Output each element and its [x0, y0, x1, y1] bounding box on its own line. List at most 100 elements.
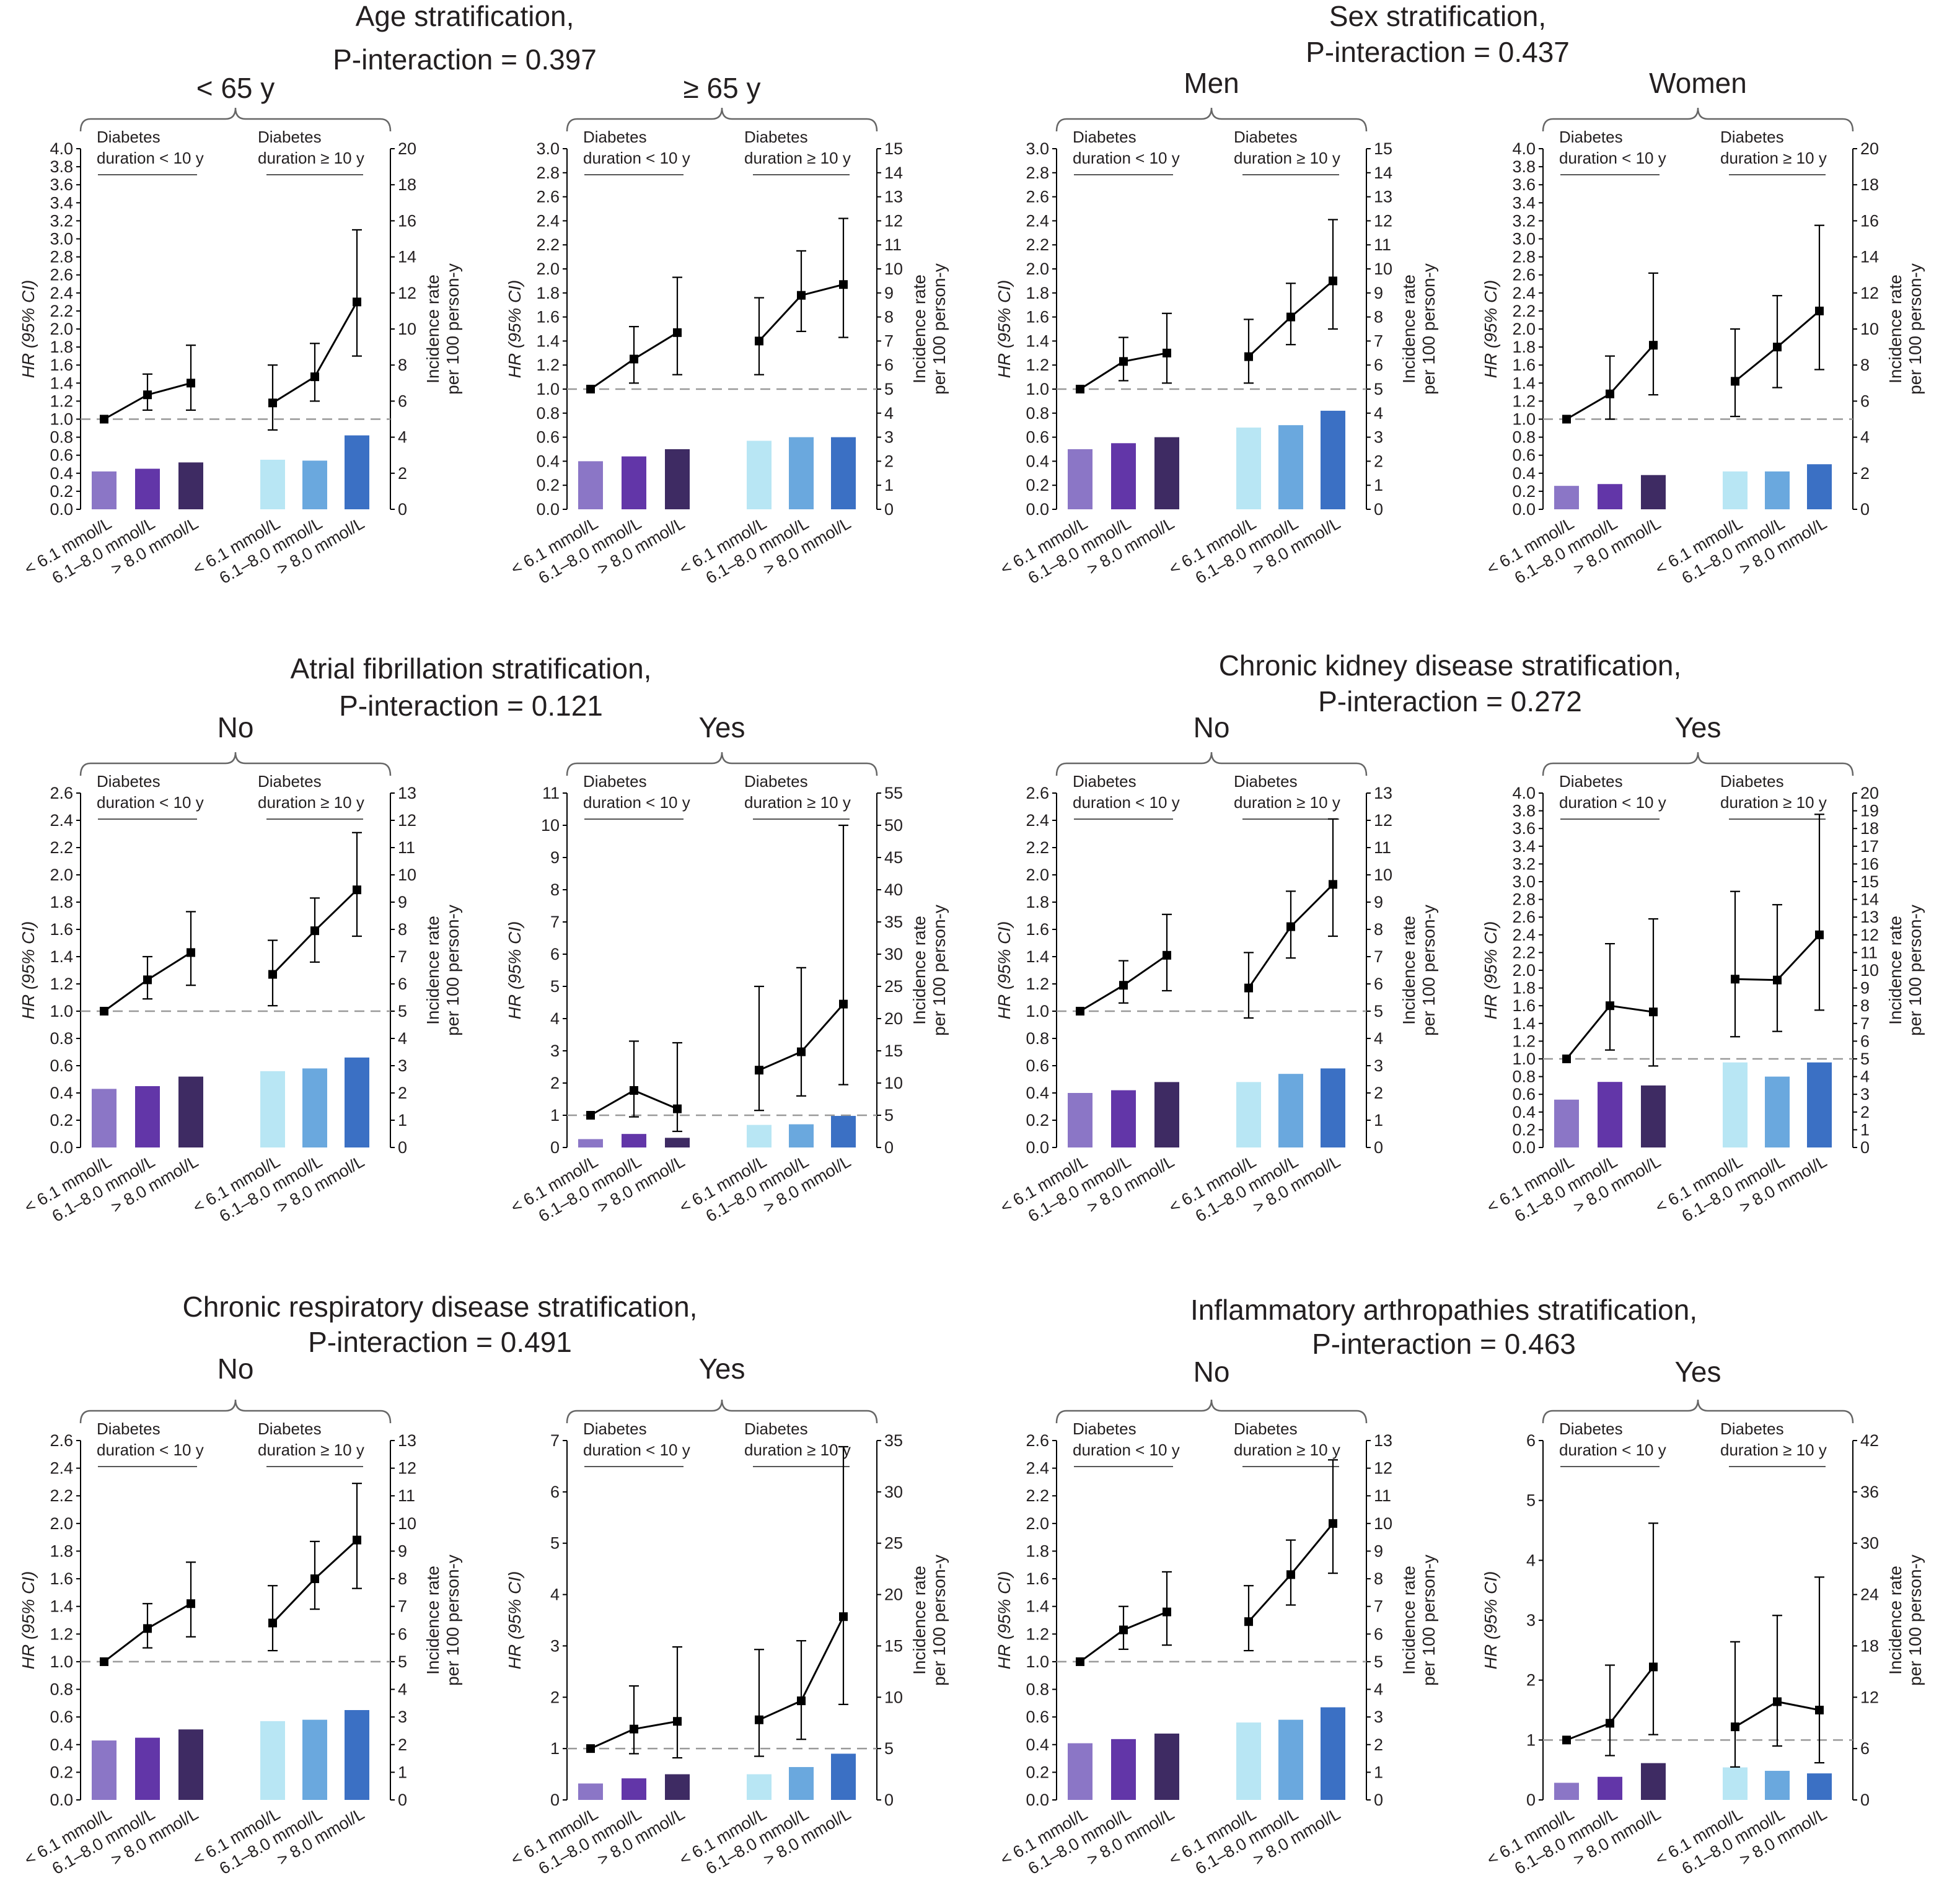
hr-tick-label: 2.6: [1026, 784, 1049, 802]
chart-panel: Yes Diabetes duration < 10 y Diabetes durati…: [505, 711, 949, 1226]
title-ckd-line2: P-interaction = 0.272: [1318, 685, 1582, 717]
hr-tick-label: 0.8: [50, 1029, 73, 1048]
ir-tick-label: 3: [1374, 428, 1383, 447]
chart-panel: Yes Diabetes duration < 10 y Diabetes durati…: [1481, 1356, 1925, 1878]
panel-subtitle: Yes: [1674, 711, 1721, 744]
ir-tick-label: 13: [1374, 784, 1392, 802]
hr-tick-label: 1.8: [50, 1542, 73, 1560]
ir-tick-label: 25: [884, 977, 903, 996]
panel-subtitle: Yes: [698, 711, 745, 744]
incidence-bar: [1321, 1707, 1345, 1800]
ir-tick-label: 10: [1374, 866, 1392, 884]
ir-tick-label: 2: [398, 464, 407, 483]
ir-tick-label: 20: [398, 139, 416, 158]
hr-point: [1815, 1706, 1824, 1714]
ir-tick-label: 12: [884, 211, 903, 230]
ir-tick-label: 24: [1860, 1586, 1879, 1604]
chart-panels: < 65 y Diabetes duration < 10 y Diabetes dur…: [19, 67, 1925, 1878]
incidence-bar: [260, 459, 285, 509]
chart-panel: No Diabetes duration < 10 y Diabetes duratio…: [995, 1356, 1438, 1878]
hr-tick-label: 1: [550, 1106, 560, 1125]
incidence-bar: [1236, 1082, 1261, 1147]
hr-point: [1606, 1001, 1614, 1011]
hr-tick-label: 3: [550, 1042, 560, 1060]
hr-point: [797, 1047, 806, 1056]
hr-point: [1076, 385, 1084, 393]
hr-tick-label: 4.0: [1512, 139, 1536, 158]
ir-tick-label: 2: [1374, 1735, 1383, 1754]
hr-point: [839, 280, 848, 289]
hr-tick-label: 3.2: [1512, 211, 1536, 230]
ir-tick-label: 6: [398, 392, 407, 410]
group-label-line1: Diabetes: [583, 772, 647, 791]
ir-tick-label: 16: [398, 211, 416, 230]
hr-tick-label: 2.0: [536, 260, 560, 278]
hr-tick-label: 2.2: [1026, 235, 1049, 254]
hr-tick-label: 0.6: [50, 1056, 73, 1075]
ir-tick-label: 12: [1860, 284, 1879, 302]
hr-point: [1329, 1519, 1337, 1528]
hr-tick-label: 5: [1526, 1491, 1536, 1510]
hr-point: [310, 372, 319, 382]
hr-tick-label: 2.2: [1512, 943, 1536, 962]
group-label-line1: Diabetes: [1234, 1419, 1298, 1438]
ir-axis-label-line1: Incidence rate: [1399, 1566, 1418, 1675]
hr-tick-label: 8: [550, 880, 560, 899]
figure-titles: Age stratification, P-interaction = 0.39…: [183, 0, 1698, 1360]
hr-tick-label: 0.0: [536, 500, 560, 519]
ir-tick-label: 5: [1374, 1002, 1383, 1020]
hr-tick-label: 0.0: [1026, 500, 1049, 519]
hr-tick-label: 2.8: [1512, 248, 1536, 266]
hr-tick-label: 0.0: [1512, 1138, 1536, 1157]
ir-tick-label: 5: [1860, 1050, 1870, 1068]
hr-axis-label: HR (95% CI): [505, 280, 524, 379]
ir-axis-label-line2: per 100 person-y: [1906, 1555, 1925, 1686]
group-label-line2: duration ≥ 10 y: [1234, 1441, 1340, 1459]
hr-tick-label: 4.0: [1512, 784, 1536, 802]
hr-tick-label: 1.8: [1026, 284, 1049, 302]
hr-point: [1286, 312, 1295, 322]
ir-tick-label: 13: [1860, 908, 1879, 926]
ir-tick-label: 12: [398, 1459, 416, 1478]
hr-tick-label: 1.8: [50, 338, 73, 356]
hr-point: [187, 948, 195, 957]
hr-tick-label: 1.0: [50, 1652, 73, 1671]
group-label-line1: Diabetes: [1720, 1419, 1784, 1438]
hr-tick-label: 0.6: [1512, 1085, 1536, 1103]
ir-axis-label-line1: Incidence rate: [910, 274, 929, 384]
group-label-line2: duration < 10 y: [1559, 793, 1666, 812]
incidence-bar: [665, 1774, 690, 1800]
ir-tick-label: 9: [1374, 284, 1383, 302]
hr-point: [1773, 343, 1782, 352]
hr-tick-label: 3.0: [50, 230, 73, 248]
hr-point: [1562, 415, 1571, 424]
ir-tick-label: 10: [398, 320, 416, 338]
ir-tick-label: 11: [1860, 943, 1878, 962]
hr-tick-label: 6: [550, 1483, 560, 1501]
ir-tick-label: 10: [1860, 961, 1879, 980]
hr-point: [1562, 1055, 1571, 1063]
group-label-line1: Diabetes: [583, 128, 647, 146]
ir-tick-label: 10: [1374, 260, 1392, 278]
ir-tick-label: 6: [1374, 975, 1383, 993]
hr-point: [268, 1618, 277, 1628]
ir-axis-label-line2: per 100 person-y: [443, 1555, 462, 1686]
hr-tick-label: 1.4: [1512, 1014, 1536, 1033]
ir-tick-label: 0: [1374, 1791, 1383, 1809]
hr-tick-label: 1.4: [1026, 1597, 1049, 1616]
ir-tick-label: 55: [884, 784, 903, 802]
hr-tick-label: 0.0: [50, 500, 73, 519]
hr-tick-label: 0.2: [1026, 476, 1049, 494]
title-sex-line1: Sex stratification,: [1329, 0, 1546, 32]
hr-point: [630, 354, 638, 364]
incidence-bar: [302, 1068, 327, 1147]
group-label-line2: duration < 10 y: [583, 1441, 690, 1459]
ir-axis-label-line2: per 100 person-y: [1906, 263, 1925, 395]
ir-tick-label: 14: [884, 164, 903, 182]
ir-tick-label: 10: [1860, 320, 1879, 338]
group-label-line1: Diabetes: [258, 1419, 322, 1438]
group-label-line2: duration < 10 y: [1073, 1441, 1180, 1459]
ir-tick-label: 0: [398, 1791, 407, 1809]
hr-axis-label: HR (95% CI): [995, 280, 1014, 379]
